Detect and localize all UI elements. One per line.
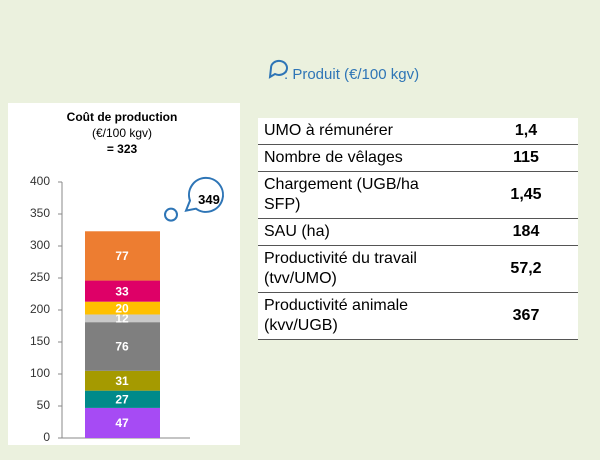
y-tick-label: 100: [30, 366, 50, 380]
chart-subtitle: (€/100 kgv): [92, 126, 152, 140]
table-row: Nombre de vêlages 115: [258, 144, 578, 172]
y-tick-label: 250: [30, 270, 50, 284]
y-tick-label: 400: [30, 174, 50, 188]
bar-segment: [85, 390, 160, 408]
y-tick-label: 0: [43, 430, 50, 444]
callout: [184, 176, 224, 213]
segment-label: 31: [115, 374, 129, 388]
table-row: Productivité animale (kvv/UGB) 367: [258, 292, 578, 340]
legend-text: : Produit (€/100 kgv): [284, 66, 419, 83]
label-cell: Chargement (UGB/ha SFP): [258, 171, 474, 219]
bar-segment: [85, 314, 160, 323]
segment-label: 76: [115, 340, 129, 354]
legend-icon: [268, 59, 288, 79]
segment-label: 12: [115, 311, 129, 325]
chart-title: Coût de production: [67, 110, 178, 124]
y-tick-label: 300: [30, 238, 50, 252]
segment-label: 33: [115, 284, 129, 298]
table-row: Productivité du travail (tvv/UMO) 57,2: [258, 245, 578, 293]
segment-label: 27: [115, 392, 129, 406]
table-row: SAU (ha) 184: [258, 218, 578, 246]
value-cell: 1,45: [474, 171, 578, 219]
value-cell: 57,2: [474, 245, 578, 293]
table-row: Chargement (UGB/ha SFP) 1,45: [258, 171, 578, 219]
y-tick-label: 200: [30, 302, 50, 316]
info-table: UMO à rémunérer 1,4 Nombre de vêlages 115 Ch…: [258, 118, 578, 340]
value-cell: 1,4: [474, 118, 578, 145]
label-cell: UMO à rémunérer: [258, 118, 474, 145]
value-cell: 115: [474, 144, 578, 172]
chart-total: = 323: [107, 142, 138, 156]
y-tick-label: 350: [30, 206, 50, 220]
bar-segment: [85, 322, 160, 371]
y-tick-label: 150: [30, 334, 50, 348]
value-cell: 367: [474, 292, 578, 340]
value-cell: 184: [474, 218, 578, 246]
label-cell: Productivité du travail (tvv/UMO): [258, 245, 474, 293]
callout-label: 349: [198, 192, 220, 207]
bar-segment: [85, 301, 160, 315]
produit-marker: [164, 207, 178, 222]
label-cell: SAU (ha): [258, 218, 474, 246]
bar-segment: [85, 280, 160, 302]
label-cell: Productivité animale (kvv/UGB): [258, 292, 474, 340]
bar-segment: [85, 407, 160, 438]
label-cell: Nombre de vêlages: [258, 144, 474, 172]
segment-label: 20: [115, 301, 129, 315]
bar-segment: [85, 231, 160, 281]
table-row: UMO à rémunérer 1,4: [258, 118, 578, 145]
bar-segment: [85, 370, 160, 391]
segment-label: 77: [115, 249, 129, 263]
segment-label: 47: [115, 416, 129, 430]
y-tick-label: 50: [37, 398, 51, 412]
